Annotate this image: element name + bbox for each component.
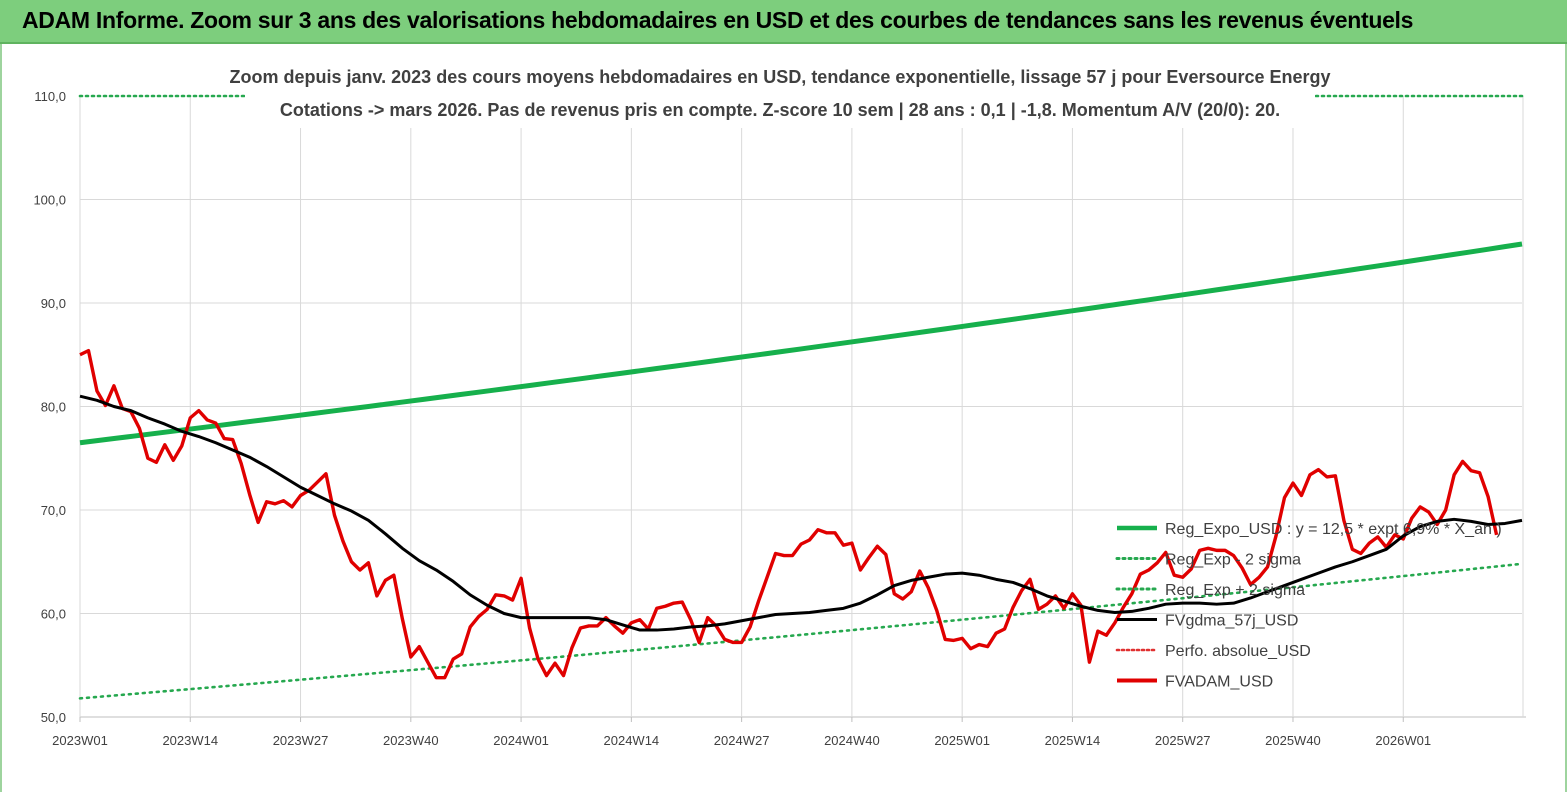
legend-fvadam-label: FVADAM_USD bbox=[1165, 674, 1273, 691]
y-tick-label: 100,0 bbox=[33, 193, 66, 208]
x-axis-ticks: 2023W01 2023W14 2023W27 2023W40 2024W01 2024W… bbox=[52, 733, 1431, 748]
y-tick-label: 50,0 bbox=[41, 710, 66, 725]
x-tick-label: 2025W27 bbox=[1155, 733, 1211, 748]
x-tick-label: 2024W27 bbox=[714, 733, 770, 748]
title-background bbox=[245, 58, 1315, 128]
x-tick-label: 2025W01 bbox=[934, 733, 990, 748]
y-axis-ticks: 50,0 60,0 70,0 80,0 90,0 100,0 110,0 bbox=[33, 89, 66, 725]
legend-fvgdma-label: FVgdma_57j_USD bbox=[1165, 613, 1298, 630]
legend-perfo-absolue-label: Perfo. absolue_USD bbox=[1165, 643, 1311, 660]
report-banner: ADAM Informe. Zoom sur 3 ans des valoris… bbox=[0, 0, 1567, 44]
x-tick-label: 2023W14 bbox=[162, 733, 218, 748]
x-tick-label: 2023W27 bbox=[273, 733, 329, 748]
x-tick-label: 2025W40 bbox=[1265, 733, 1321, 748]
y-tick-label: 80,0 bbox=[41, 400, 66, 415]
report-title: ADAM Informe. Zoom sur 3 ans des valoris… bbox=[22, 7, 1414, 33]
series-reg-exp-minus-2-sigma bbox=[78, 562, 1524, 700]
grid-lines bbox=[79, 96, 1526, 722]
x-tick-label: 2025W14 bbox=[1045, 733, 1101, 748]
series-group bbox=[78, 94, 1524, 700]
y-tick-label: 70,0 bbox=[41, 503, 66, 518]
x-tick-label: 2024W14 bbox=[604, 733, 660, 748]
x-tick-label: 2024W40 bbox=[824, 733, 880, 748]
legend-reg-expo-label: Reg_Expo_USD : y = 12,5 * expt 6,9% * X_… bbox=[1165, 521, 1502, 538]
y-tick-label: 60,0 bbox=[41, 607, 66, 622]
chart-subtitle: Cotations -> mars 2026. Pas de revenus p… bbox=[280, 100, 1280, 120]
x-tick-label: 2023W40 bbox=[383, 733, 439, 748]
y-tick-label: 110,0 bbox=[34, 89, 66, 104]
series-fvgdma bbox=[79, 394, 1523, 632]
legend-reg-exp-minus-2-sigma-label: Reg_Exp - 2 sigma bbox=[1165, 552, 1301, 569]
legend-reg-exp-plus-2-sigma-label: Reg_Exp + 2 sigma bbox=[1165, 582, 1305, 599]
x-tick-label: 2024W01 bbox=[493, 733, 549, 748]
legend: Reg_Expo_USD : y = 12,5 * expt 6,9% * X_… bbox=[1115, 521, 1502, 691]
y-tick-label: 90,0 bbox=[41, 296, 66, 311]
chart-frame bbox=[0, 44, 1567, 792]
series-fvadam bbox=[79, 348, 1499, 680]
series-reg-expo bbox=[79, 241, 1523, 446]
x-tick-label: 2026W01 bbox=[1375, 733, 1431, 748]
x-tick-label: 2023W01 bbox=[52, 733, 108, 748]
chart-title: Zoom depuis janv. 2023 des cours moyens … bbox=[229, 67, 1330, 87]
